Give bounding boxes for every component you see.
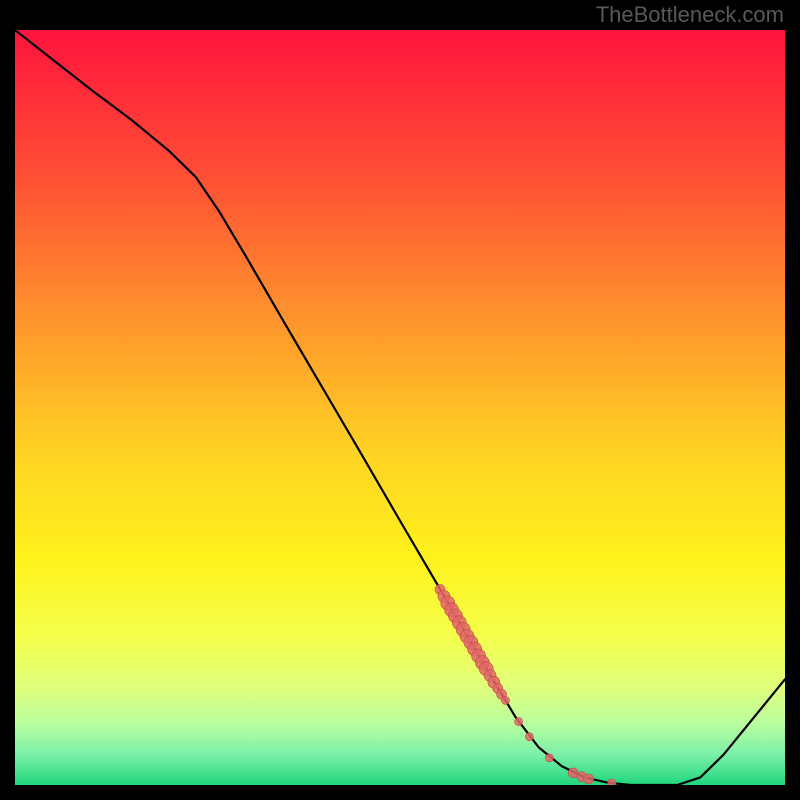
- watermark-text: TheBottleneck.com: [596, 2, 784, 28]
- scatter-point: [501, 696, 509, 704]
- chart-plot-area: [15, 30, 785, 785]
- chart-svg: [15, 30, 785, 785]
- scatter-point: [515, 718, 523, 726]
- scatter-point: [545, 754, 553, 762]
- scatter-point: [525, 733, 533, 741]
- scatter-point: [608, 779, 616, 785]
- scatter-point: [584, 774, 594, 784]
- chart-background-gradient: [15, 30, 785, 785]
